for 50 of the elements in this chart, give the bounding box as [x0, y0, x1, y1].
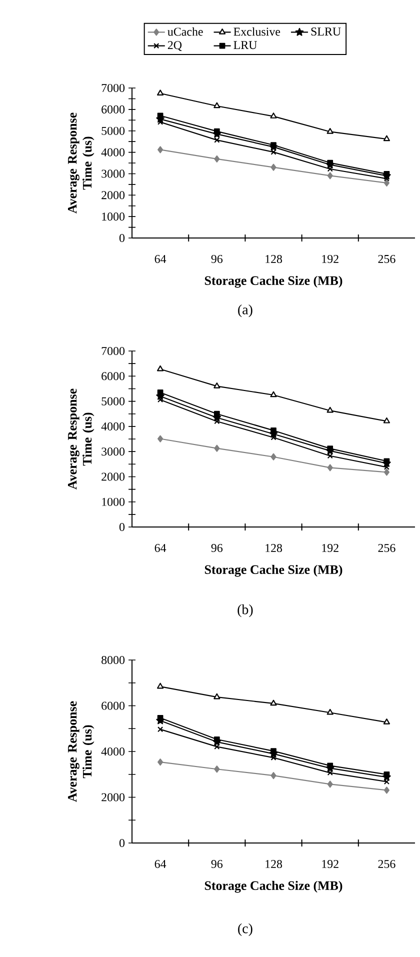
x-tick-label: 256 — [378, 544, 396, 552]
y-tick-label: 8000 — [102, 656, 125, 664]
legend-label: LRU — [234, 41, 257, 50]
legend-label: SLRU — [311, 28, 341, 36]
y-tick-label: 2000 — [102, 472, 125, 481]
x-tick-label: 128 — [266, 860, 282, 868]
y-tick-label: 4000 — [101, 422, 125, 430]
x-tick-label: 64 — [154, 254, 166, 263]
legend-label: Exclusive — [234, 27, 280, 36]
y-tick-label: 0 — [119, 838, 125, 848]
y-tick-label: 6000 — [102, 702, 125, 710]
x-tick-label: 256 — [378, 254, 396, 263]
legend-label: uCache — [168, 27, 203, 36]
legend-label: 2Q — [168, 41, 182, 51]
y-tick-label: 7000 — [102, 346, 125, 356]
x-tick-label: 192 — [322, 860, 338, 868]
y-tick-label: 7000 — [102, 84, 125, 92]
y-tick-label: 4000 — [101, 747, 125, 756]
y-tick-label: 1000 — [102, 498, 125, 506]
x-tick-label: 96 — [211, 254, 223, 263]
text: (c) — [238, 923, 252, 936]
x-tick-label: 64 — [154, 860, 166, 868]
x-axis-title: Storage Cache Size (MB) — [204, 276, 342, 288]
x-tick-label: 96 — [211, 860, 223, 868]
y-tick-label: 4000 — [101, 148, 125, 156]
text: (b) — [238, 604, 253, 618]
y-axis-title: Average Response Time (us) — [68, 388, 94, 490]
y-tick-label: 6000 — [102, 372, 125, 380]
y-tick-label: 1000 — [102, 212, 125, 221]
x-tick-label: 192 — [322, 544, 338, 552]
x-tick-label: 64 — [154, 544, 166, 552]
y-tick-label: 3000 — [102, 448, 125, 456]
y-axis-title: Average Response Time (us) — [68, 701, 94, 802]
x-axis-title: Storage Cache Size (MB) — [204, 880, 342, 893]
y-tick-label: 2000 — [102, 191, 125, 200]
y-tick-label: 5000 — [102, 397, 125, 406]
x-tick-label: 96 — [211, 544, 223, 552]
x-tick-label: 128 — [266, 254, 282, 264]
x-tick-label: 256 — [378, 860, 396, 868]
x-tick-label: 192 — [322, 254, 338, 263]
y-tick-label: 0 — [119, 234, 125, 242]
y-tick-label: 2000 — [102, 793, 125, 802]
y-tick-label: 5000 — [102, 126, 125, 135]
y-tick-label: 6000 — [102, 105, 125, 114]
text: (a) — [238, 304, 252, 318]
y-axis-title: Average Response Time (us) — [68, 112, 94, 214]
x-tick-label: 128 — [266, 544, 282, 552]
y-tick-label: 3000 — [102, 170, 125, 178]
x-axis-title: Storage Cache Size (MB) — [204, 564, 342, 577]
y-tick-label: 0 — [119, 522, 125, 532]
